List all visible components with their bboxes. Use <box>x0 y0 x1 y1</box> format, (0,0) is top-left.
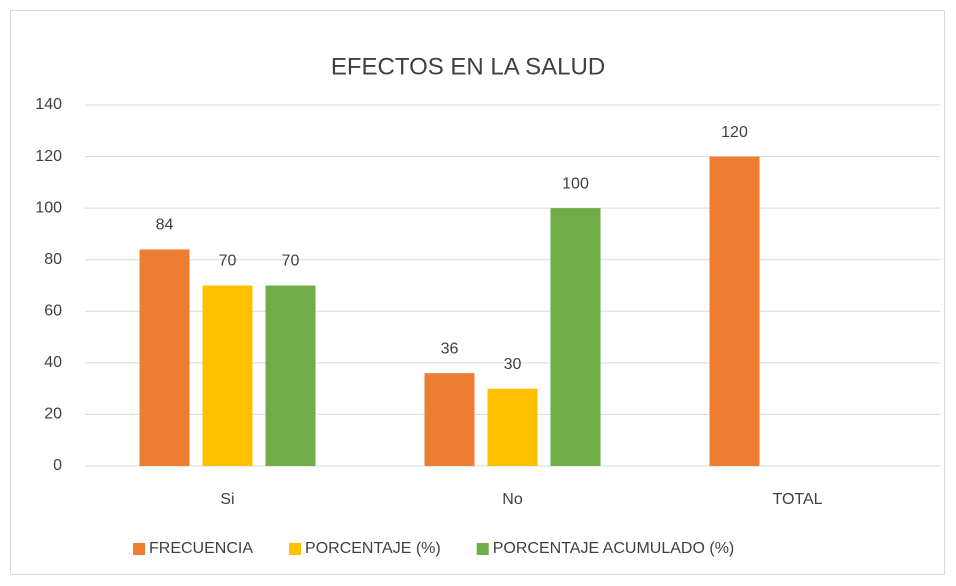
bar <box>487 388 538 466</box>
legend-swatch <box>289 543 302 555</box>
y-tick-label: 40 <box>44 354 62 371</box>
bar <box>139 249 190 466</box>
y-tick-label: 20 <box>44 406 62 423</box>
legend-swatch <box>476 543 489 555</box>
data-label: 30 <box>504 356 522 373</box>
data-label: 100 <box>562 175 589 192</box>
data-label: 70 <box>282 253 300 270</box>
bar <box>709 156 760 467</box>
legend-label: PORCENTAJE (%) <box>305 540 441 557</box>
x-tick-label: TOTAL <box>772 491 822 508</box>
data-label: 120 <box>721 124 748 141</box>
x-tick-label: No <box>502 491 523 508</box>
data-label: 36 <box>441 340 459 357</box>
y-tick-label: 80 <box>44 251 62 268</box>
data-label: 70 <box>219 253 237 270</box>
y-tick-label: 120 <box>35 148 62 165</box>
legend-label: PORCENTAJE ACUMULADO (%) <box>493 540 735 557</box>
bar <box>424 373 475 466</box>
bar <box>202 285 253 466</box>
legend-label: FRECUENCIA <box>149 540 253 557</box>
x-tick-label: Si <box>220 491 234 508</box>
bar <box>550 208 601 466</box>
y-tick-label: 60 <box>44 303 62 320</box>
y-tick-label: 0 <box>53 457 62 474</box>
legend-swatch <box>133 543 145 555</box>
bar <box>265 285 316 466</box>
data-label: 84 <box>156 217 174 234</box>
y-tick-label: 140 <box>35 96 62 113</box>
y-tick-label: 100 <box>35 199 62 216</box>
chart-title: EFECTOS EN LA SALUD <box>331 53 605 80</box>
